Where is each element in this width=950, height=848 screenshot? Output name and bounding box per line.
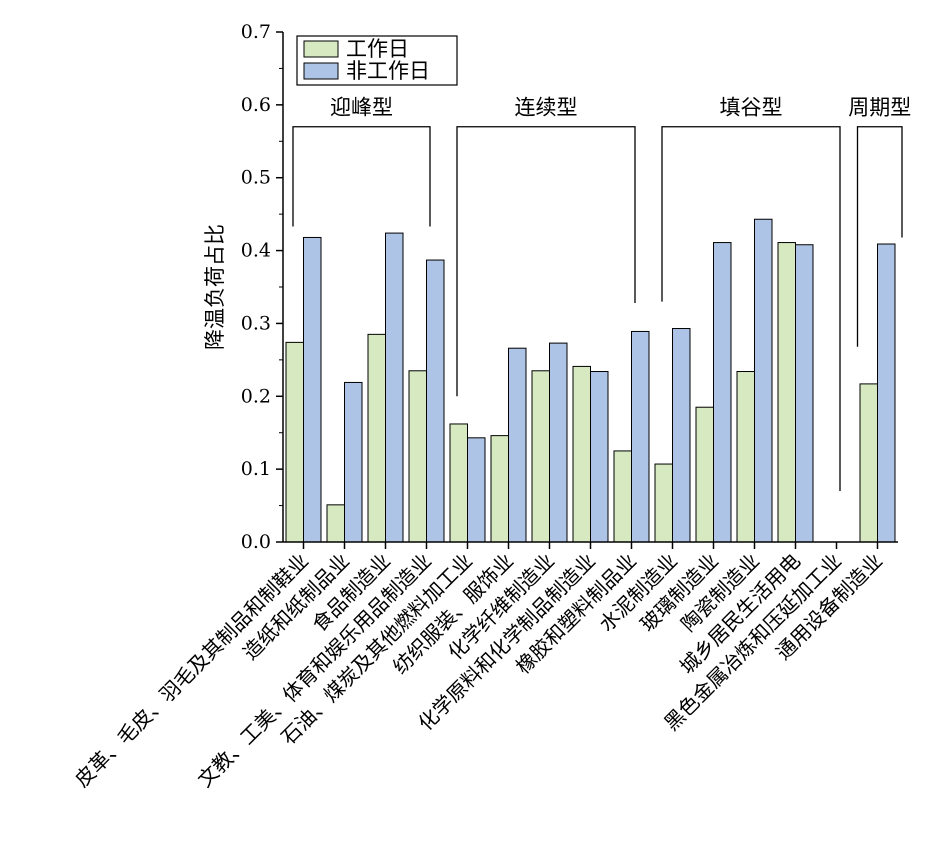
y-tick-label-4: 0.4 bbox=[241, 240, 271, 262]
legend-label-nonworkday: 非工作日 bbox=[346, 59, 430, 83]
bar-nonworkday-3 bbox=[426, 259, 445, 543]
bars-layer bbox=[285, 218, 896, 543]
bar-nonworkday-4 bbox=[467, 437, 486, 543]
bar-nonworkday-14 bbox=[877, 243, 896, 543]
bar-workday-8 bbox=[613, 450, 632, 543]
bar-workday-4 bbox=[449, 423, 468, 543]
bar-workday-1 bbox=[326, 504, 345, 543]
x-tick-label-0: 皮革、毛皮、羽毛及其制品和制鞋业 bbox=[70, 549, 313, 792]
y-tick-label-3: 0.3 bbox=[241, 312, 271, 334]
y-tick-label-6: 0.6 bbox=[241, 94, 271, 116]
bar-nonworkday-7 bbox=[590, 371, 609, 543]
bar-workday-0 bbox=[285, 341, 304, 543]
group-bracket-0 bbox=[292, 126, 431, 227]
y-tick-label-2: 0.2 bbox=[241, 385, 271, 407]
bar-workday-5 bbox=[490, 435, 509, 543]
group-brackets-layer: 迎峰型 连续型 填谷型 周期型 bbox=[292, 96, 911, 491]
bar-workday-14 bbox=[859, 383, 878, 543]
y-tick-label-1: 0.1 bbox=[241, 458, 271, 480]
bar-nonworkday-9 bbox=[672, 328, 691, 543]
bar-workday-9 bbox=[654, 463, 673, 543]
group-label-1: 连续型 bbox=[515, 96, 578, 120]
bar-workday-6 bbox=[531, 370, 550, 543]
bar-workday-12 bbox=[777, 242, 796, 543]
y-tick-label-0: 0.0 bbox=[241, 531, 271, 553]
bar-nonworkday-6 bbox=[549, 342, 568, 543]
bar-nonworkday-5 bbox=[508, 347, 527, 543]
y-ticks-layer: 0.0 0.1 0.2 0.3 0.4 0.5 0.6 0.7 bbox=[241, 21, 283, 553]
legend-label-workday: 工作日 bbox=[346, 37, 409, 61]
group-label-2: 填谷型 bbox=[720, 96, 783, 120]
bar-nonworkday-11 bbox=[754, 218, 773, 543]
bar-workday-3 bbox=[408, 370, 427, 543]
legend-swatch-nonworkday bbox=[303, 62, 339, 80]
y-tick-label-5: 0.5 bbox=[241, 167, 271, 189]
bar-workday-11 bbox=[736, 371, 755, 543]
y-axis-label: 降温负荷占比 bbox=[203, 224, 227, 350]
group-label-3: 周期型 bbox=[848, 96, 911, 120]
group-label-0: 迎峰型 bbox=[330, 96, 393, 120]
bar-nonworkday-8 bbox=[631, 330, 650, 543]
bar-nonworkday-2 bbox=[385, 232, 404, 543]
x-labels-layer: 皮革、毛皮、羽毛及其制品和制鞋业造纸和纸制品业食品制造业文教、工美、体育和娱乐用… bbox=[70, 542, 887, 792]
legend-swatch-workday bbox=[303, 40, 339, 58]
bar-nonworkday-10 bbox=[713, 242, 732, 543]
bar-nonworkday-0 bbox=[303, 236, 322, 543]
bar-workday-10 bbox=[695, 406, 714, 543]
bar-nonworkday-1 bbox=[344, 381, 363, 543]
legend: 工作日 非工作日 bbox=[296, 35, 458, 86]
y-tick-label-7: 0.7 bbox=[241, 21, 271, 43]
bar-nonworkday-12 bbox=[795, 244, 814, 543]
bar-workday-2 bbox=[367, 333, 386, 543]
bar-workday-7 bbox=[572, 365, 591, 543]
group-bracket-1 bbox=[456, 126, 636, 397]
group-bracket-2 bbox=[661, 126, 841, 491]
group-bracket-3 bbox=[856, 126, 903, 347]
